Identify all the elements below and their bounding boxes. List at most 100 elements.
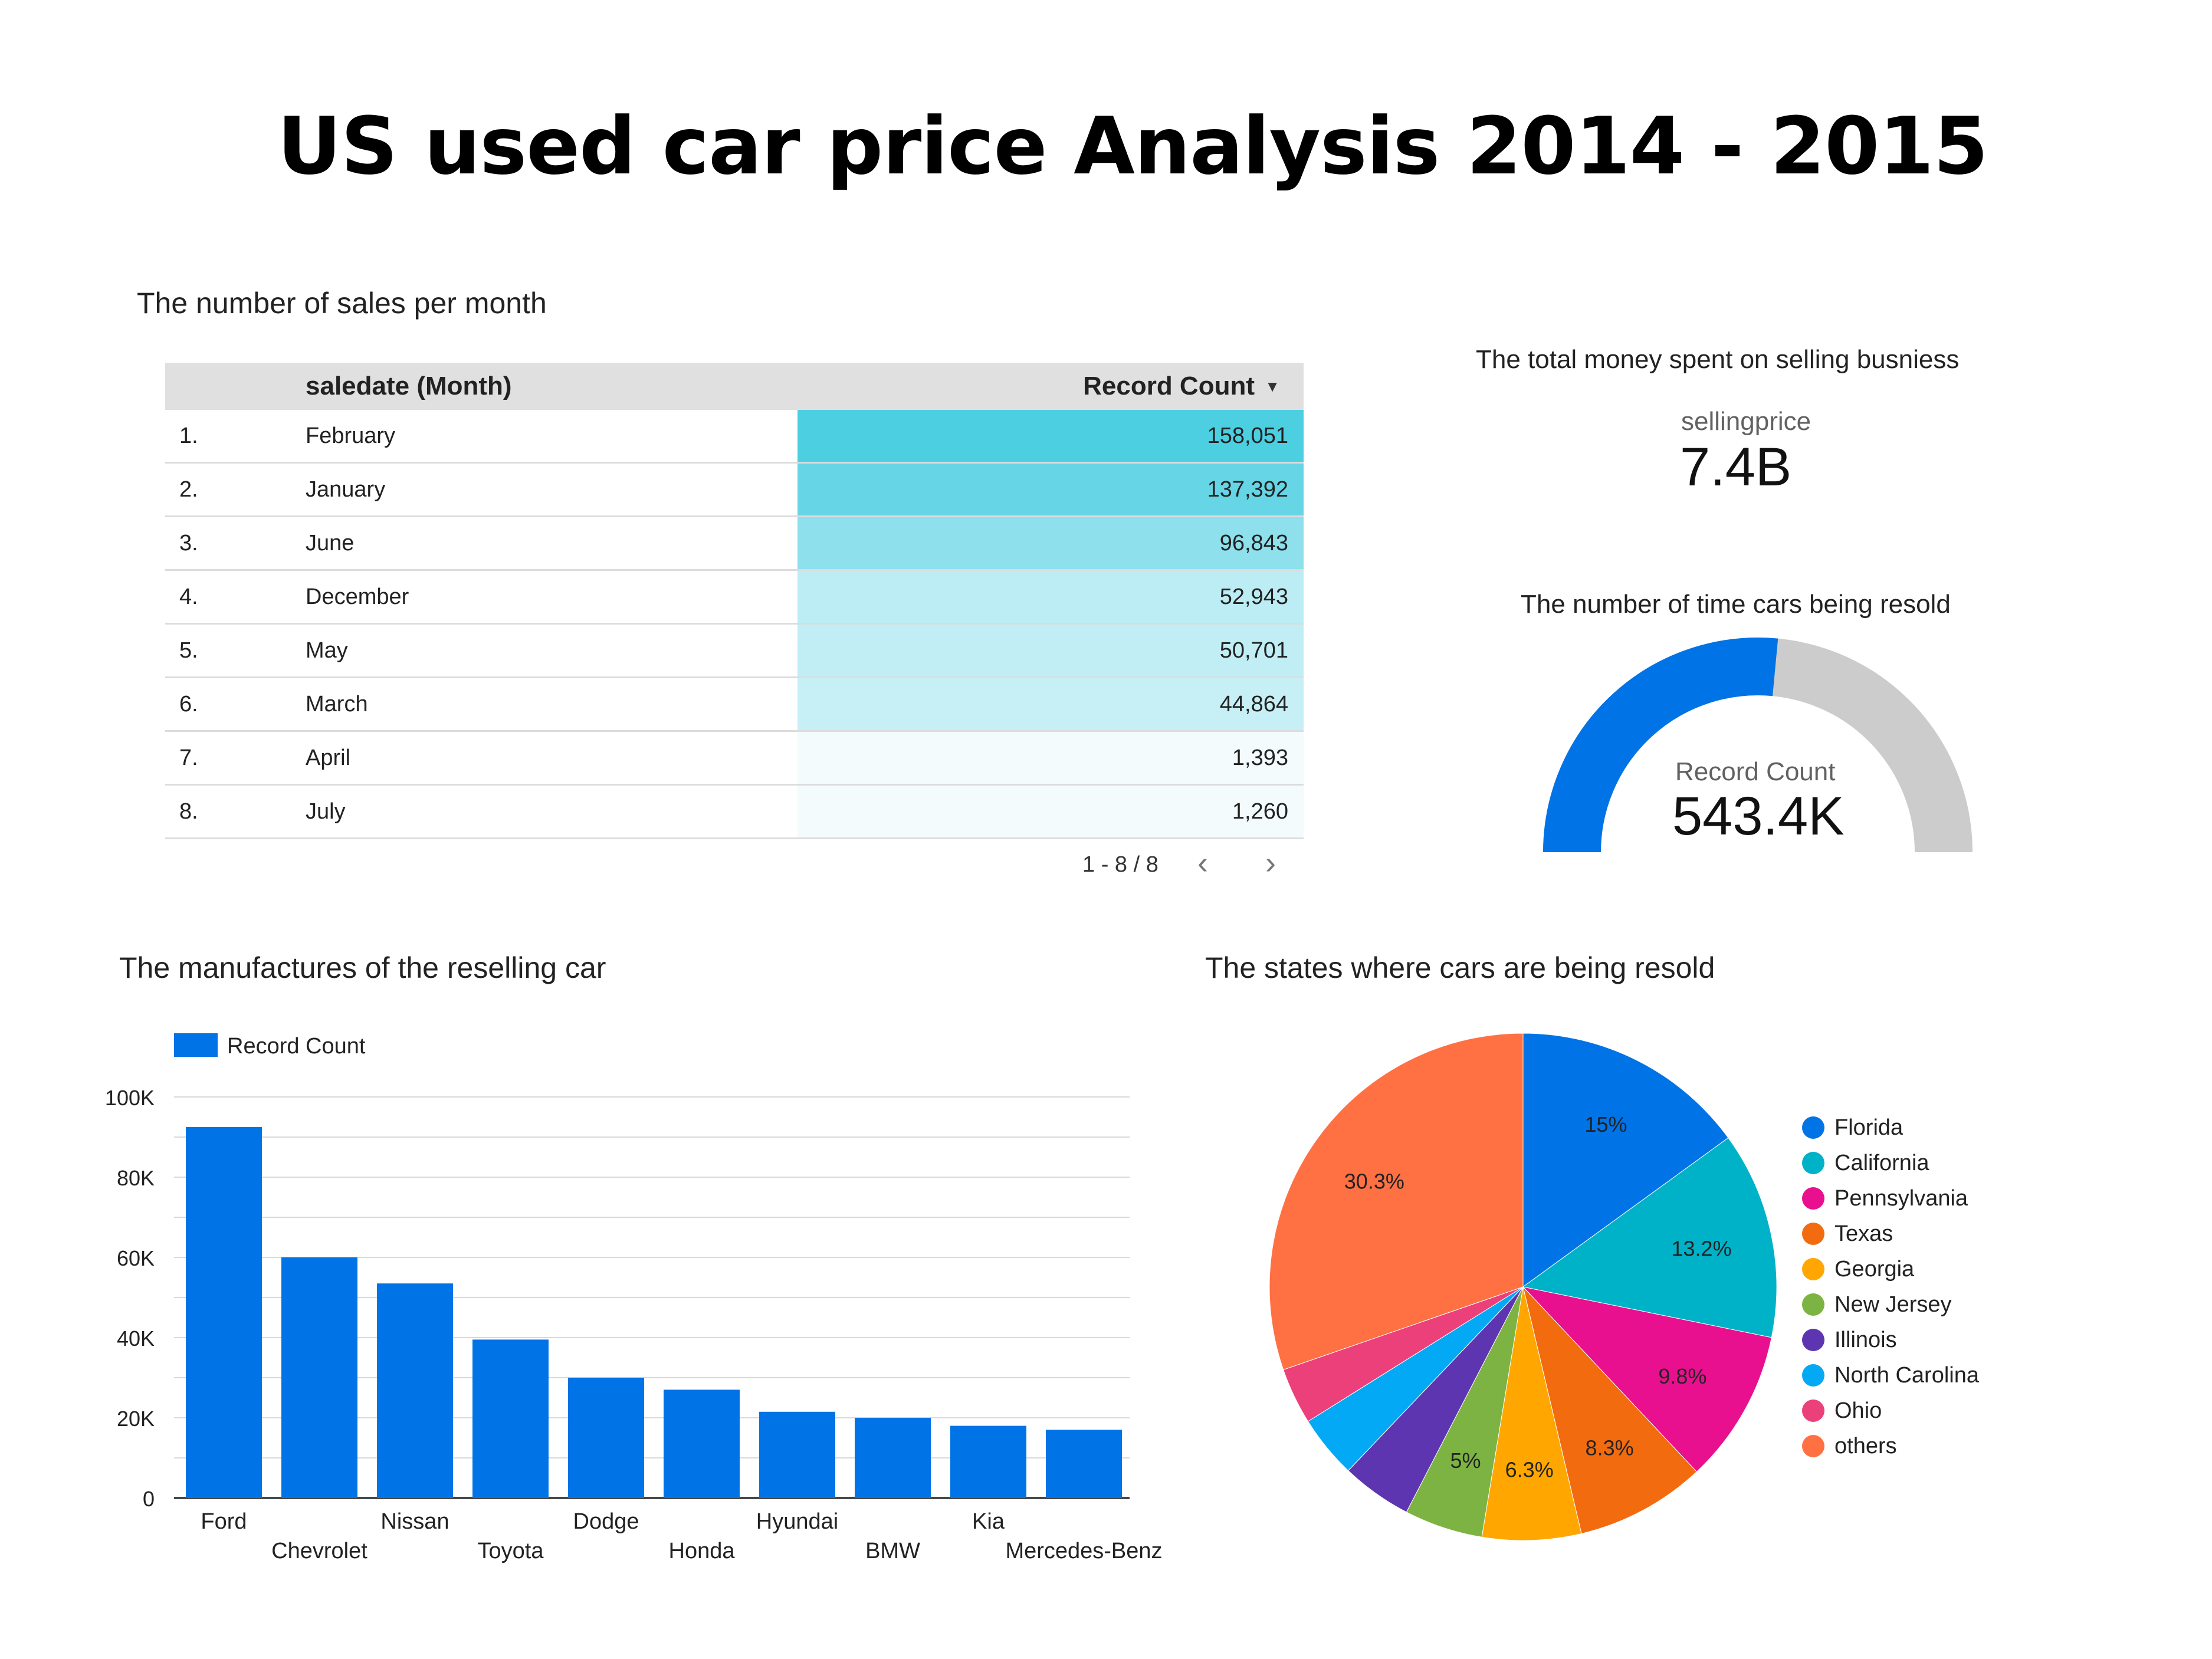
row-count-bar bbox=[797, 571, 1304, 623]
pie-slice-others[interactable] bbox=[1269, 1033, 1524, 1371]
pie-slice-label: 15% bbox=[1585, 1112, 1627, 1136]
gauge-title: The number of time cars being resold bbox=[1521, 590, 1951, 619]
pie-slice-texas[interactable] bbox=[1522, 1286, 1698, 1535]
row-record-count: 1,393 bbox=[1232, 745, 1288, 770]
month-column-header[interactable]: saledate (Month) bbox=[306, 372, 512, 400]
pie-chart-title: The states where cars are being resold bbox=[1205, 951, 1715, 984]
scorecard-title: The total money spent on selling busnies… bbox=[1476, 345, 1960, 374]
row-count-bar bbox=[797, 678, 1304, 730]
legend-label: others bbox=[1834, 1434, 1897, 1458]
row-count-bar bbox=[797, 732, 1304, 784]
row-month: March bbox=[306, 692, 368, 717]
row-count-bar bbox=[797, 625, 1304, 676]
y-tick-label: 100K bbox=[105, 1086, 155, 1110]
y-tick-label: 60K bbox=[117, 1246, 155, 1270]
x-tick-label: Honda bbox=[669, 1539, 736, 1563]
chevron-left-icon[interactable]: ‹ bbox=[1197, 845, 1208, 881]
bar-dodge[interactable] bbox=[568, 1378, 644, 1498]
x-tick-label: Nissan bbox=[380, 1509, 449, 1534]
pie-slice-california[interactable] bbox=[1522, 1137, 1777, 1338]
sort-descending-icon[interactable]: ▼ bbox=[1265, 377, 1280, 395]
y-tick-label: 40K bbox=[117, 1326, 155, 1351]
table-row[interactable]: 3. June 96,843 bbox=[165, 517, 1304, 571]
row-record-count: 96,843 bbox=[1219, 531, 1288, 556]
legend-swatch bbox=[1802, 1223, 1824, 1245]
table-body: 1. February 158,051 2. January 137,392 3. June 9… bbox=[165, 410, 1304, 839]
bar-legend-label: Record Count bbox=[227, 1034, 366, 1059]
table-row[interactable]: 8. July 1,260 bbox=[165, 786, 1304, 839]
scorecard-value: 7.4B bbox=[1680, 437, 1792, 497]
table-row[interactable]: 4. December 52,943 bbox=[165, 571, 1304, 625]
legend-label: Illinois bbox=[1834, 1328, 1897, 1352]
x-tick-label: Toyota bbox=[478, 1539, 544, 1563]
bar-series bbox=[186, 1127, 1122, 1498]
row-index: 6. bbox=[179, 692, 198, 717]
gauge-value: 543.4K bbox=[1672, 786, 1845, 846]
legend-swatch bbox=[1802, 1116, 1824, 1139]
table-row[interactable]: 2. January 137,392 bbox=[165, 464, 1304, 517]
row-index: 5. bbox=[179, 638, 198, 663]
y-tick-label: 0 bbox=[143, 1487, 155, 1511]
row-index: 7. bbox=[179, 745, 198, 770]
row-month: May bbox=[306, 638, 348, 663]
row-record-count: 1,260 bbox=[1232, 799, 1288, 824]
row-month: February bbox=[306, 423, 396, 448]
row-index: 3. bbox=[179, 531, 198, 556]
bar-bmw[interactable] bbox=[855, 1418, 931, 1498]
legend-swatch bbox=[1802, 1187, 1824, 1210]
pie-slice-label: 9.8% bbox=[1658, 1364, 1706, 1388]
pie-slices bbox=[1269, 1033, 1777, 1541]
row-index: 8. bbox=[179, 799, 198, 824]
row-count-bar bbox=[797, 464, 1304, 515]
legend-swatch bbox=[1802, 1435, 1824, 1457]
bar-kia[interactable] bbox=[950, 1425, 1026, 1498]
row-month: July bbox=[306, 799, 346, 824]
bar-honda[interactable] bbox=[664, 1389, 740, 1498]
bar-chevrolet[interactable] bbox=[281, 1257, 357, 1498]
row-index: 2. bbox=[179, 477, 198, 502]
row-month: December bbox=[306, 584, 409, 609]
row-record-count: 50,701 bbox=[1219, 638, 1288, 663]
legend-label: Georgia bbox=[1834, 1257, 1915, 1282]
x-tick-label: Kia bbox=[972, 1509, 1005, 1534]
bar-x-labels: Ford Chevrolet Nissan Toyota Dodge Honda Hyund… bbox=[201, 1509, 1162, 1563]
x-tick-label: Chevrolet bbox=[271, 1539, 367, 1563]
legend-swatch bbox=[1802, 1364, 1824, 1387]
row-month: June bbox=[306, 531, 355, 556]
legend-label: Texas bbox=[1834, 1221, 1893, 1246]
table-row[interactable]: 6. March 44,864 bbox=[165, 678, 1304, 732]
x-tick-label: Hyundai bbox=[756, 1509, 838, 1534]
table-header: saledate (Month) Record Count ▼ bbox=[165, 363, 1304, 410]
legend-swatch bbox=[1802, 1400, 1824, 1422]
states-pie-chart: 15% 13.2% 9.8% 8.3% 6.3% 5% 30.3% bbox=[1269, 1033, 1777, 1541]
pie-slice-label: 5% bbox=[1450, 1448, 1481, 1473]
record-count-column-header[interactable]: Record Count bbox=[1083, 372, 1255, 400]
table-row[interactable]: 1. February 158,051 bbox=[165, 410, 1304, 464]
row-record-count: 158,051 bbox=[1207, 423, 1288, 448]
pie-slice-label: 30.3% bbox=[1344, 1169, 1404, 1193]
table-row[interactable]: 7. April 1,393 bbox=[165, 732, 1304, 786]
pie-slice-pennsylvania[interactable] bbox=[1522, 1286, 1772, 1473]
chevron-right-icon[interactable]: › bbox=[1265, 845, 1276, 881]
bar-nissan[interactable] bbox=[377, 1283, 453, 1498]
pagination-text: 1 - 8 / 8 bbox=[1082, 852, 1158, 877]
pie-slice-label: 8.3% bbox=[1586, 1436, 1634, 1460]
pie-legend: Florida California Pennsylvania Texas Georgi… bbox=[1802, 1111, 2097, 1477]
sales-table-title: The number of sales per month bbox=[137, 287, 547, 320]
gauge-chart bbox=[1543, 638, 1973, 853]
bar-ford[interactable] bbox=[186, 1127, 262, 1498]
bar-hyundai[interactable] bbox=[759, 1411, 835, 1498]
row-index: 1. bbox=[179, 423, 198, 448]
bar-mercedes-benz[interactable] bbox=[1046, 1430, 1122, 1498]
x-tick-label: BMW bbox=[865, 1539, 920, 1563]
pie-slice-florida[interactable] bbox=[1522, 1033, 1729, 1287]
scorecard-label: sellingprice bbox=[1681, 407, 1811, 436]
pie-slice-georgia[interactable] bbox=[1481, 1286, 1582, 1541]
manufacturers-bar-chart: Record Count 0 20K 40K 60K 80K 100K Ford Chevr… bbox=[105, 1033, 1163, 1563]
x-tick-label: Mercedes-Benz bbox=[1005, 1539, 1162, 1563]
bar-toyota[interactable] bbox=[472, 1339, 549, 1498]
row-count-bar bbox=[797, 786, 1304, 837]
table-row[interactable]: 5. May 50,701 bbox=[165, 625, 1304, 678]
row-count-bar bbox=[797, 517, 1304, 569]
x-tick-label: Ford bbox=[201, 1509, 247, 1534]
